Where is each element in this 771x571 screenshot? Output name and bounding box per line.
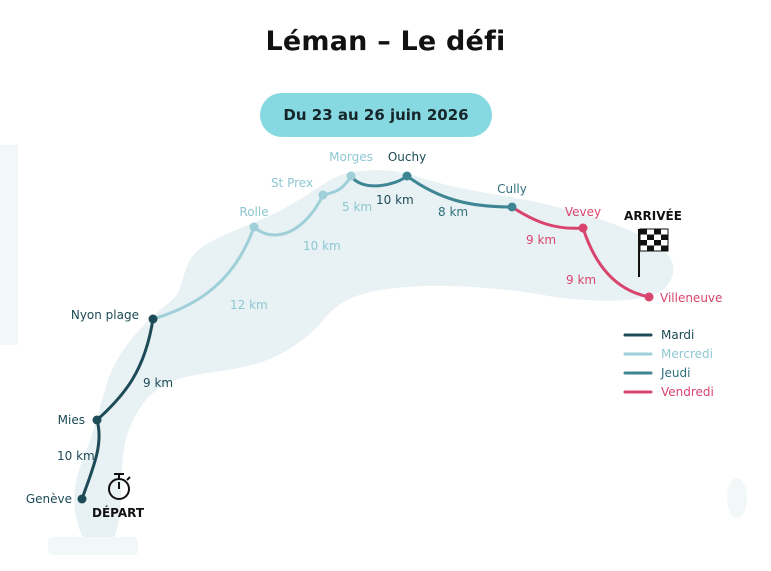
place-label-mies: Mies (58, 413, 85, 427)
shore-fragment (0, 145, 18, 345)
lake-shape (74, 170, 674, 551)
stop-marker-mies (92, 415, 102, 425)
stop-marker-cully (507, 202, 517, 212)
distance-label: 9 km (526, 233, 556, 247)
legend-item-jeudi: Jeudi (623, 366, 690, 380)
place-label-stprex: St Prex (271, 176, 313, 190)
stop-marker-geneve (77, 494, 87, 504)
place-label-rolle: Rolle (239, 205, 268, 219)
legend: Mardi Mercredi Jeudi Vendredi (623, 328, 714, 399)
distance-label: 10 km (376, 193, 414, 207)
stop-marker-morges (346, 171, 356, 181)
distance-label: 9 km (143, 376, 173, 390)
legend-label-vendredi: Vendredi (661, 385, 714, 399)
place-label-morges: Morges (329, 150, 373, 164)
legend-label-jeudi: Jeudi (660, 366, 690, 380)
finish-label: ARRIVÉE (624, 208, 682, 223)
legend-item-mardi: Mardi (623, 328, 694, 342)
segment-geneve-mies (80, 418, 101, 501)
segment-ouchy-cully (405, 174, 514, 209)
segment-vevey-villeneuve (581, 226, 651, 299)
date-badge: Du 23 au 26 juin 2026 (260, 93, 492, 137)
legend-label-mardi: Mardi (661, 328, 694, 342)
checkered-flag-icon (638, 228, 669, 277)
distance-label: 5 km (342, 200, 372, 214)
distance-label: 10 km (303, 239, 341, 253)
segment-nyon-rolle (151, 225, 256, 321)
stopwatch-icon (108, 473, 131, 500)
stop-marker-ouchy (402, 171, 412, 181)
place-label-villeneuve: Villeneuve (660, 291, 722, 305)
route-jeudi (349, 174, 514, 209)
place-label-geneve: Genève (26, 492, 72, 506)
legend-item-mercredi: Mercredi (623, 347, 713, 361)
route-vendredi (510, 205, 651, 299)
segment-morges-ouchy (349, 174, 409, 188)
distance-label: 8 km (438, 205, 468, 219)
shore-fragment (727, 478, 747, 518)
distance-label: 9 km (566, 273, 596, 287)
segment-cully-vevey (510, 205, 585, 230)
segment-mies-nyon (95, 317, 155, 422)
start-label: DÉPART (92, 505, 145, 520)
distance-label: 12 km (230, 298, 268, 312)
segment-rolle-stprex (252, 193, 325, 237)
route-mardi (80, 317, 155, 501)
stop-marker-rolle (249, 222, 259, 232)
stop-marker-vevey (578, 223, 588, 233)
stop-marker-nyon (148, 314, 158, 324)
legend-item-vendredi: Vendredi (623, 385, 714, 399)
distance-label: 10 km (57, 449, 95, 463)
stop-marker-stprex (318, 190, 328, 200)
place-label-vevey: Vevey (565, 205, 601, 219)
map-title: Léman – Le défi (265, 26, 506, 57)
place-label-cully: Cully (497, 182, 527, 196)
place-label-nyon: Nyon plage (71, 308, 139, 322)
shore-fragment (48, 537, 138, 555)
stop-marker-villeneuve (644, 292, 654, 302)
place-label-ouchy: Ouchy (388, 150, 426, 164)
legend-label-mercredi: Mercredi (661, 347, 713, 361)
